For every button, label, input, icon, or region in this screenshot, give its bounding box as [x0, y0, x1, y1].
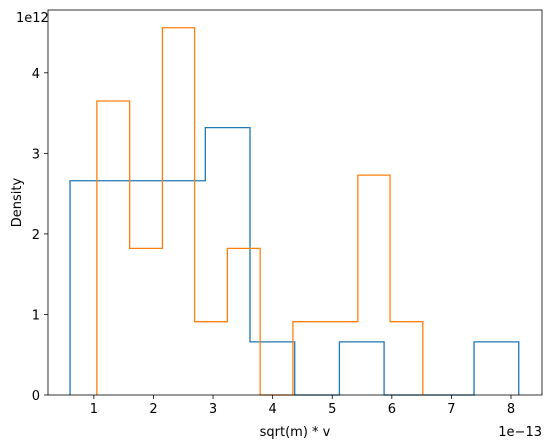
- y-tick-label: 0: [32, 389, 40, 404]
- x-tick-label: 1: [90, 402, 98, 417]
- histogram-series-2: [96, 27, 424, 396]
- y-axis-label: Density: [10, 177, 25, 227]
- x-axis-label: sqrt(m) * v: [260, 425, 331, 440]
- histogram-series-1: [69, 126, 520, 396]
- y-tick-label: 2: [32, 228, 40, 243]
- y-tick-label: 1: [32, 308, 40, 323]
- y-tick-label: 3: [32, 147, 40, 162]
- x-tick-label: 8: [507, 402, 515, 417]
- x-tick-label: 3: [209, 402, 217, 417]
- x-tick-label: 4: [269, 402, 277, 417]
- plot-area: [69, 27, 520, 396]
- y-axis-offset-label: 1e12: [16, 11, 49, 26]
- x-tick-label: 2: [149, 402, 157, 417]
- x-tick-label: 7: [447, 402, 455, 417]
- axes-frame: [47, 9, 543, 396]
- x-tick-label: 5: [328, 402, 336, 417]
- y-axis-ticks: 0 1 2 3 4: [32, 67, 48, 404]
- x-axis-offset-label: 1e−13: [498, 425, 542, 440]
- x-axis-ticks: 1 2 3 4 5 6 7 8: [90, 395, 515, 417]
- y-tick-label: 4: [32, 67, 40, 82]
- x-tick-label: 6: [388, 402, 396, 417]
